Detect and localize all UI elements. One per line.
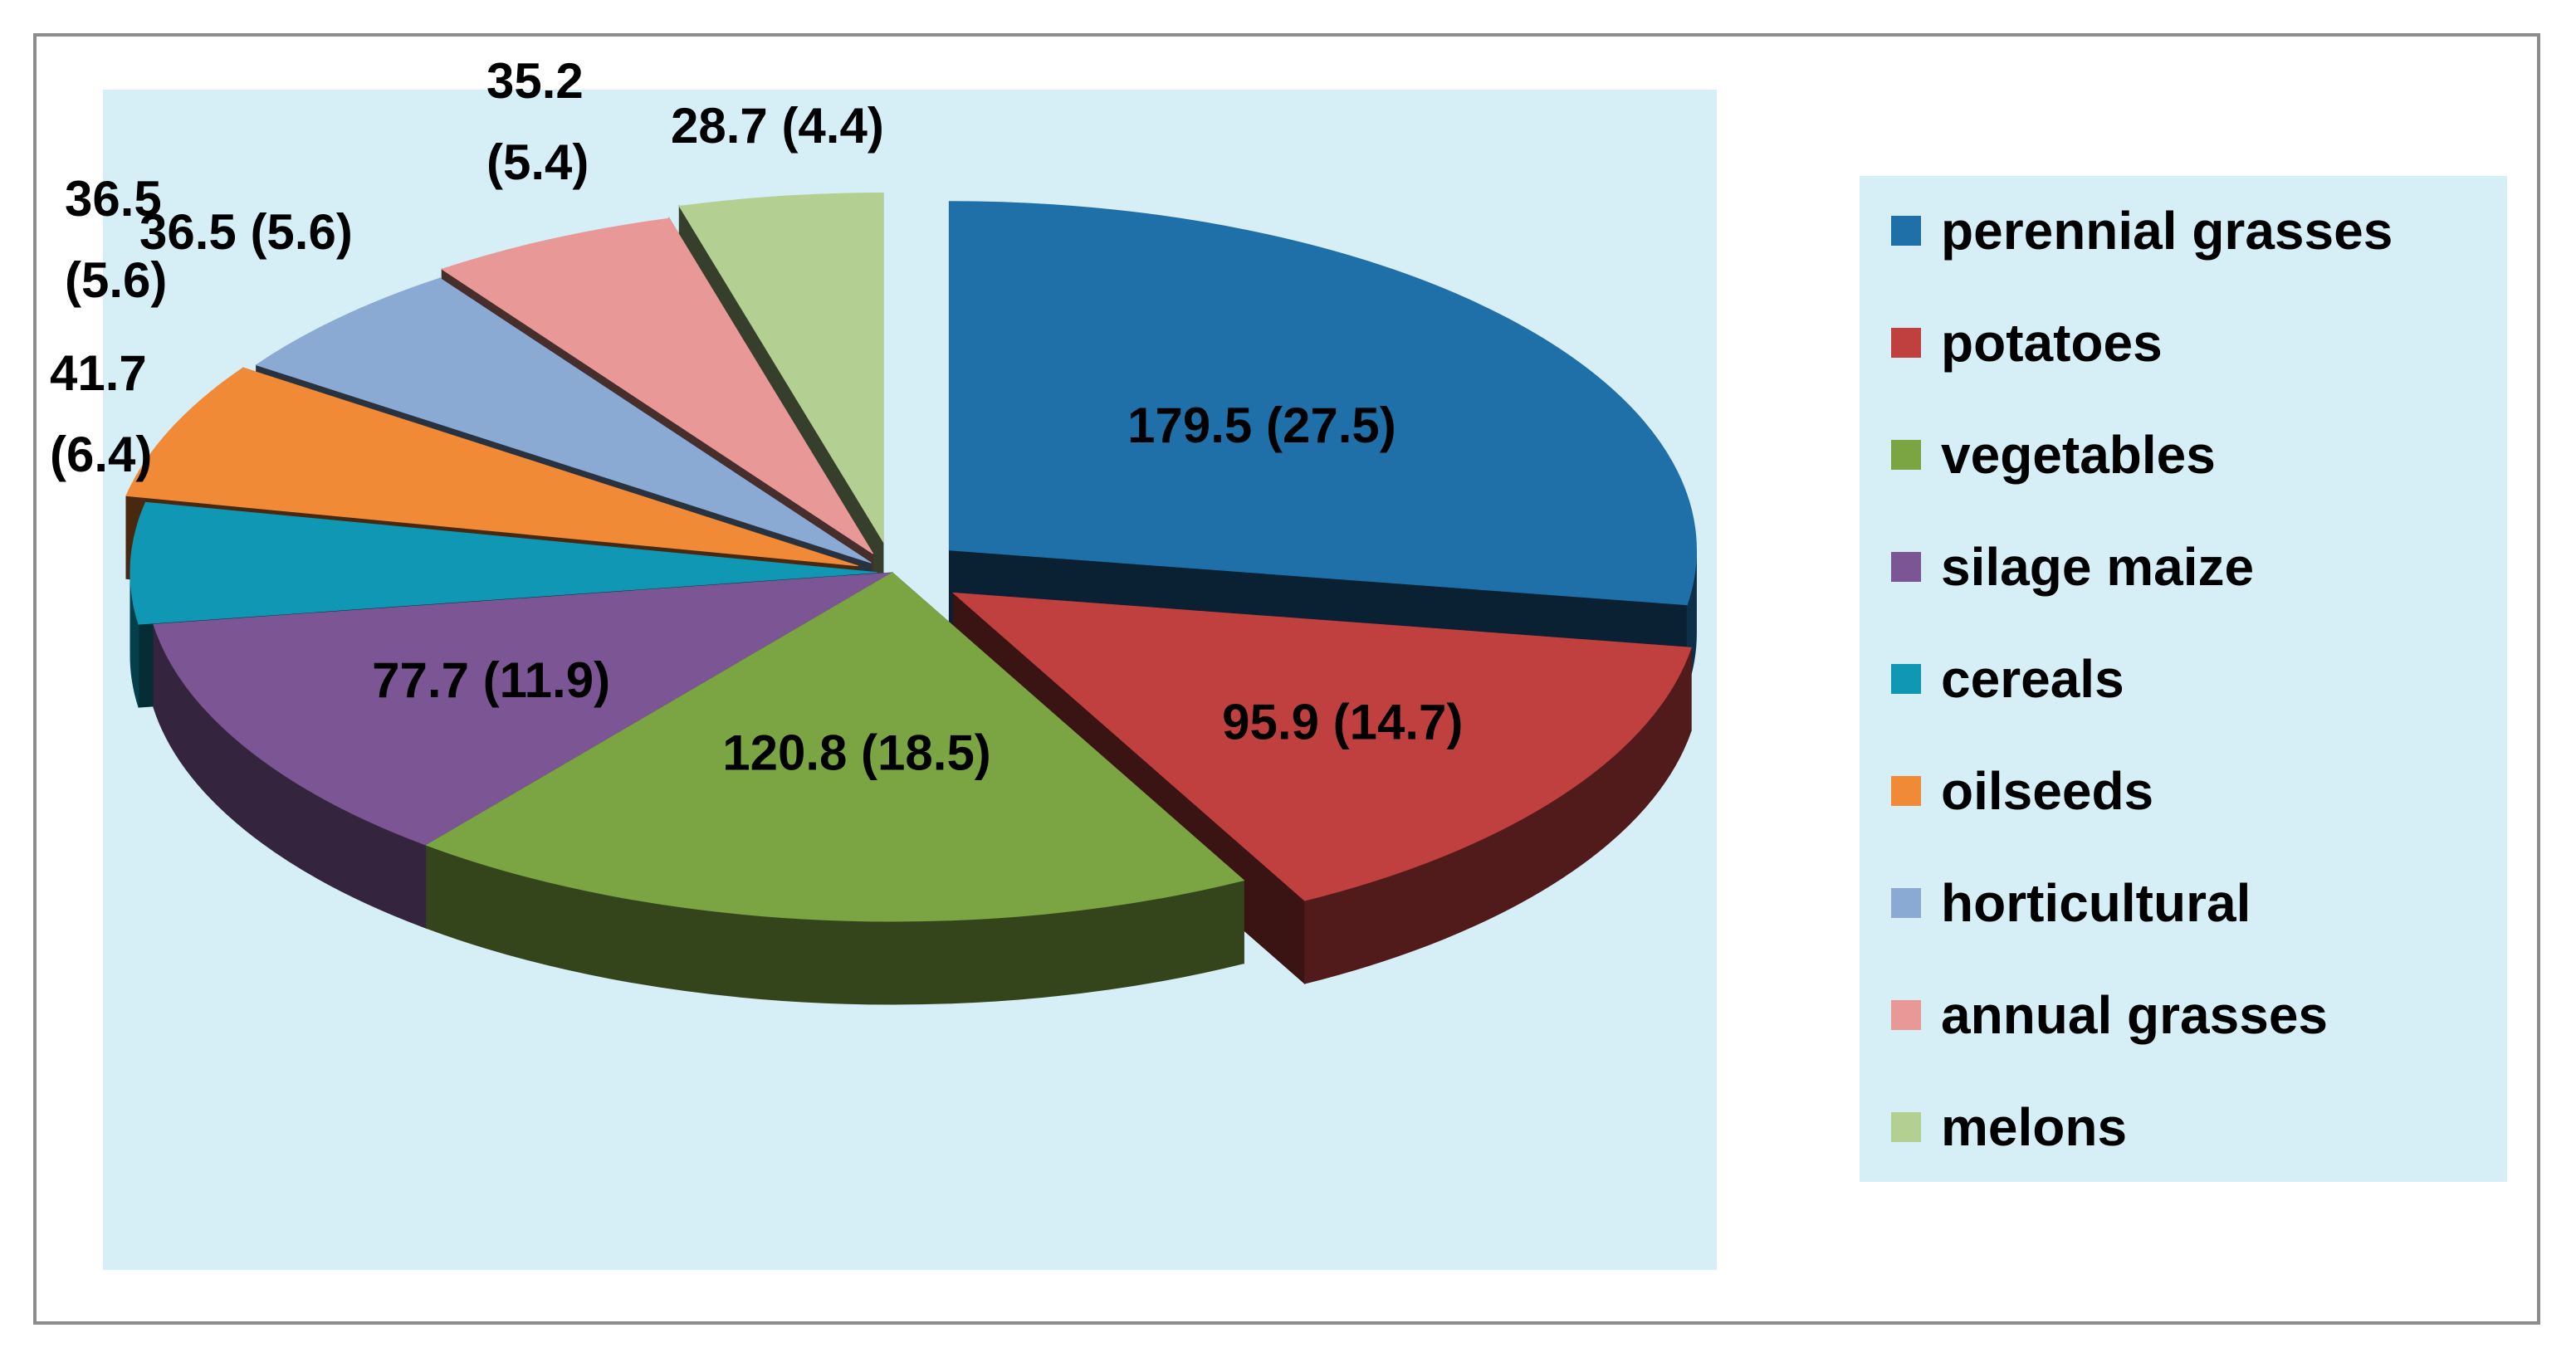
legend-swatch-annual-grasses <box>1891 1000 1921 1030</box>
legend-swatch-melons <box>1891 1112 1921 1142</box>
data-label-silage-maize: 77.7 (11.9) <box>372 652 610 708</box>
legend-item-cereals: cereals <box>1891 649 2124 709</box>
legend-swatch-potatoes <box>1891 328 1921 358</box>
legend-swatch-oilseeds <box>1891 776 1921 806</box>
legend-swatch-vegetables <box>1891 440 1921 470</box>
legend-swatch-horticultural <box>1891 888 1921 918</box>
legend-label-melons: melons <box>1941 1097 2127 1157</box>
data-label-vegetables: 120.8 (18.5) <box>722 725 991 780</box>
data-label-annual-grasses: 35.2 (5.4) <box>486 53 589 190</box>
legend-item-silage-maize: silage maize <box>1891 537 2254 597</box>
legend-label-horticultural: horticultural <box>1941 873 2251 933</box>
legend-swatch-silage-maize <box>1891 552 1921 582</box>
data-label-cereals: 36.5 (5.6) <box>139 204 353 260</box>
data-label-oilseeds: 41.7 (6.4) <box>50 345 152 482</box>
data-label-horticultural: 36.5 (5.6) <box>65 171 167 308</box>
legend-box <box>1860 176 2507 1182</box>
legend-label-oilseeds: oilseeds <box>1941 761 2153 821</box>
legend-item-vegetables: vegetables <box>1891 425 2216 485</box>
data-label-melons: 28.7 (4.4) <box>671 98 884 154</box>
legend: perennial grasses potatoes vegetables silag… <box>1891 201 2393 1157</box>
legend-item-melons: melons <box>1891 1097 2127 1157</box>
legend-swatch-cereals <box>1891 664 1921 694</box>
legend-label-vegetables: vegetables <box>1941 425 2216 485</box>
legend-label-cereals: cereals <box>1941 649 2124 709</box>
legend-item-annual-grasses: annual grasses <box>1891 985 2328 1045</box>
legend-swatch-perennial-grasses <box>1891 216 1921 246</box>
legend-item-perennial-grasses: perennial grasses <box>1891 201 2393 261</box>
data-label-perennial-grasses: 179.5 (27.5) <box>1127 398 1396 453</box>
legend-label-annual-grasses: annual grasses <box>1941 985 2328 1045</box>
legend-label-perennial-grasses: perennial grasses <box>1941 201 2393 261</box>
legend-item-potatoes: potatoes <box>1891 313 2163 373</box>
slice-vegetables <box>425 571 1245 1005</box>
legend-item-oilseeds: oilseeds <box>1891 761 2153 821</box>
legend-label-potatoes: potatoes <box>1941 313 2163 373</box>
data-label-potatoes: 95.9 (14.7) <box>1222 694 1463 749</box>
legend-item-horticultural: horticultural <box>1891 873 2251 933</box>
legend-label-silage-maize: silage maize <box>1941 537 2254 597</box>
